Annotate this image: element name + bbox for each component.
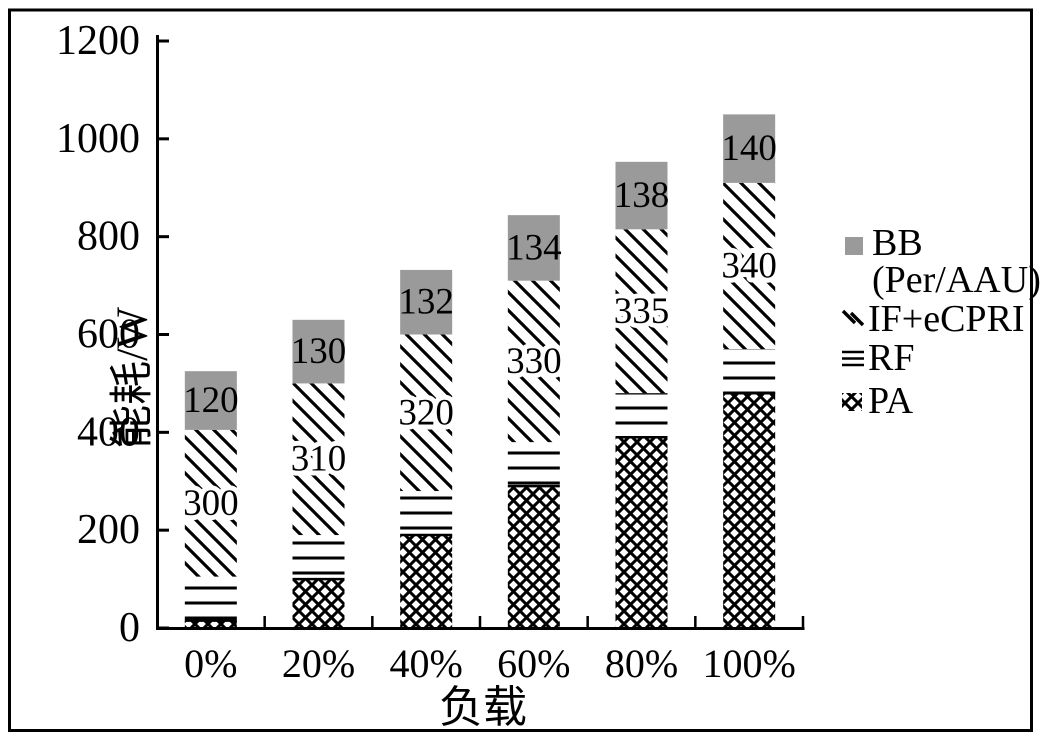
axis-titles: 能耗/W 负载 bbox=[108, 307, 528, 732]
bar-segment-pa-0% bbox=[184, 620, 237, 628]
bar-segment-if-ecpri-60% bbox=[507, 280, 560, 443]
bar-segment-bb-per-aau--40% bbox=[400, 269, 453, 335]
bar-segment-rf-40% bbox=[400, 491, 453, 536]
bar-value-label: 130 bbox=[291, 331, 347, 372]
bar-segment-pa-100% bbox=[723, 393, 776, 628]
x-category-label: 60% bbox=[497, 641, 570, 686]
bar-value-label: 138 bbox=[614, 175, 670, 216]
legend-label-bb-line2: (Per/AAU) bbox=[872, 259, 1041, 301]
legend-swatch-rf bbox=[842, 350, 864, 367]
bar-segment-if-ecpri-80% bbox=[615, 229, 668, 394]
y-tick-label: 1000 bbox=[56, 116, 140, 162]
x-category-label: 40% bbox=[390, 641, 463, 686]
bar-value-label: 140 bbox=[721, 128, 777, 169]
data-labels: 300 120 310 130 320 132 330 134 335 138 340 140 bbox=[178, 128, 782, 529]
x-axis-title: 负载 bbox=[439, 683, 527, 732]
bar-value-label: 340 bbox=[721, 246, 777, 287]
y-axis-title: 能耗/W bbox=[108, 307, 157, 449]
bar-segment-if-ecpri-20% bbox=[292, 383, 345, 536]
bar-value-label: 300 bbox=[183, 483, 239, 524]
bar-segment-rf-80% bbox=[615, 393, 668, 438]
bar-segment-bb-per-aau--100% bbox=[723, 114, 776, 183]
bar-value-label: 134 bbox=[506, 227, 562, 268]
legend-label-rf: RF bbox=[868, 337, 914, 379]
bar-segment-pa-60% bbox=[507, 486, 560, 628]
x-category-label: 80% bbox=[605, 641, 678, 686]
y-tick-label: 200 bbox=[77, 507, 140, 553]
bar-segment-bb-per-aau--0% bbox=[184, 371, 237, 430]
bar-value-label: 320 bbox=[398, 392, 454, 433]
bar-segment-bb-per-aau--60% bbox=[507, 215, 560, 281]
y-tick-label: 600 bbox=[77, 312, 140, 358]
bars bbox=[184, 114, 776, 628]
x-category-label: 0% bbox=[184, 641, 237, 686]
legend-swatch-pa bbox=[842, 393, 862, 411]
x-category-label: 100% bbox=[703, 641, 796, 686]
legend-swatch-if-ecpri bbox=[841, 309, 865, 327]
bar-segment-rf-20% bbox=[292, 535, 345, 580]
bar-segment-pa-80% bbox=[615, 437, 668, 628]
bar-segment-if-ecpri-0% bbox=[184, 429, 237, 577]
bar-value-label: 310 bbox=[291, 439, 347, 480]
bar-value-label: 330 bbox=[506, 341, 562, 382]
bar-value-label: 120 bbox=[183, 380, 239, 421]
bar-segment-rf-60% bbox=[507, 442, 560, 487]
x-category-label: 20% bbox=[282, 641, 355, 686]
y-tick-label: 400 bbox=[77, 409, 140, 455]
y-tick-label: 800 bbox=[77, 214, 140, 260]
bar-segment-bb-per-aau--80% bbox=[615, 161, 668, 230]
bar-value-label: 335 bbox=[614, 291, 670, 332]
legend-label-bb: BB bbox=[872, 222, 923, 264]
bar-segment-rf-100% bbox=[723, 349, 776, 394]
bar-segment-pa-40% bbox=[400, 535, 453, 628]
bar-segment-rf-0% bbox=[184, 576, 237, 621]
legend-label-if-ecpri: IF+eCPRI bbox=[868, 298, 1025, 340]
figure-border bbox=[8, 8, 1033, 732]
bar-segment-if-ecpri-100% bbox=[723, 182, 776, 350]
bar-segment-pa-20% bbox=[292, 579, 345, 628]
y-tick-label: 1200 bbox=[56, 18, 140, 64]
legend-label-pa: PA bbox=[868, 380, 914, 422]
bar-segment-if-ecpri-40% bbox=[400, 334, 453, 492]
axes: 0 200 400 600 800 1000 1200 0% 20% 40% 60% 80% 100% bbox=[56, 18, 805, 686]
y-tick-label: 0 bbox=[119, 605, 140, 651]
bar-segment-bb-per-aau--20% bbox=[292, 319, 345, 384]
legend-swatch-bb bbox=[845, 237, 863, 255]
bar-value-label: 132 bbox=[398, 282, 454, 323]
